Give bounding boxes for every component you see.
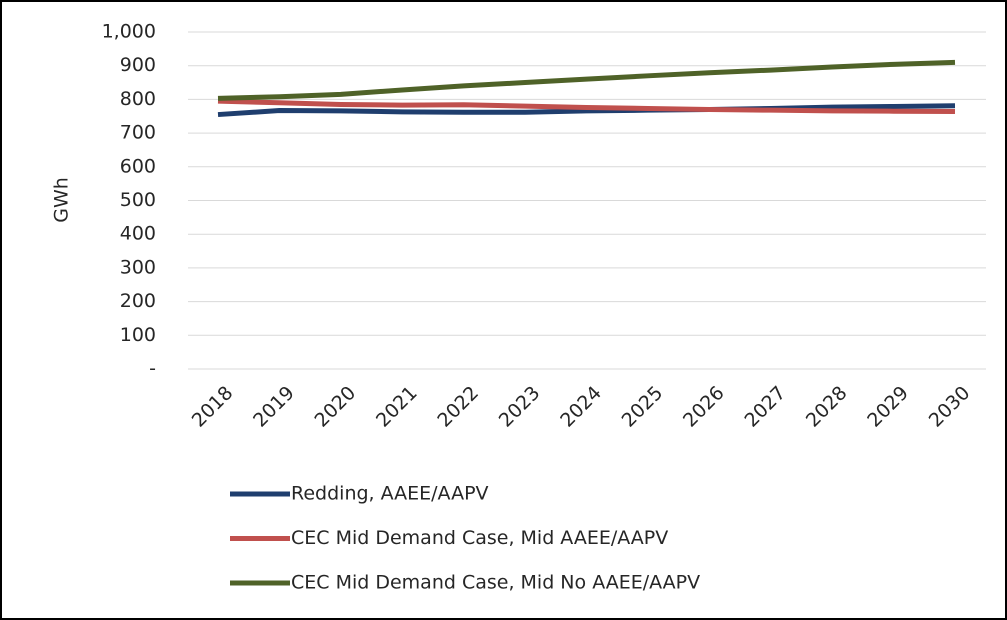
legend-label: CEC Mid Demand Case, Mid No AAEE/AAPV bbox=[291, 572, 700, 594]
series-line bbox=[217, 98, 956, 115]
y-tick-label: 1,000 bbox=[102, 21, 156, 43]
y-tick-label: 700 bbox=[120, 122, 156, 144]
y-tick-label: 900 bbox=[120, 54, 156, 76]
y-tick-label: 300 bbox=[120, 256, 156, 278]
series-line bbox=[217, 103, 956, 118]
y-axis-label: GWh bbox=[51, 177, 73, 223]
legend-label: Redding, AAEE/AAPV bbox=[291, 483, 489, 505]
series-line bbox=[217, 59, 956, 101]
y-tick-label: 100 bbox=[120, 324, 156, 346]
y-tick-label: 500 bbox=[120, 189, 156, 211]
y-tick-label: 200 bbox=[120, 290, 156, 312]
y-tick-label: - bbox=[149, 358, 156, 380]
legend-label: CEC Mid Demand Case, Mid AAEE/AAPV bbox=[291, 527, 668, 549]
y-tick-label: 600 bbox=[120, 155, 156, 177]
y-tick-label: 800 bbox=[120, 88, 156, 110]
y-tick-label: 400 bbox=[120, 223, 156, 245]
